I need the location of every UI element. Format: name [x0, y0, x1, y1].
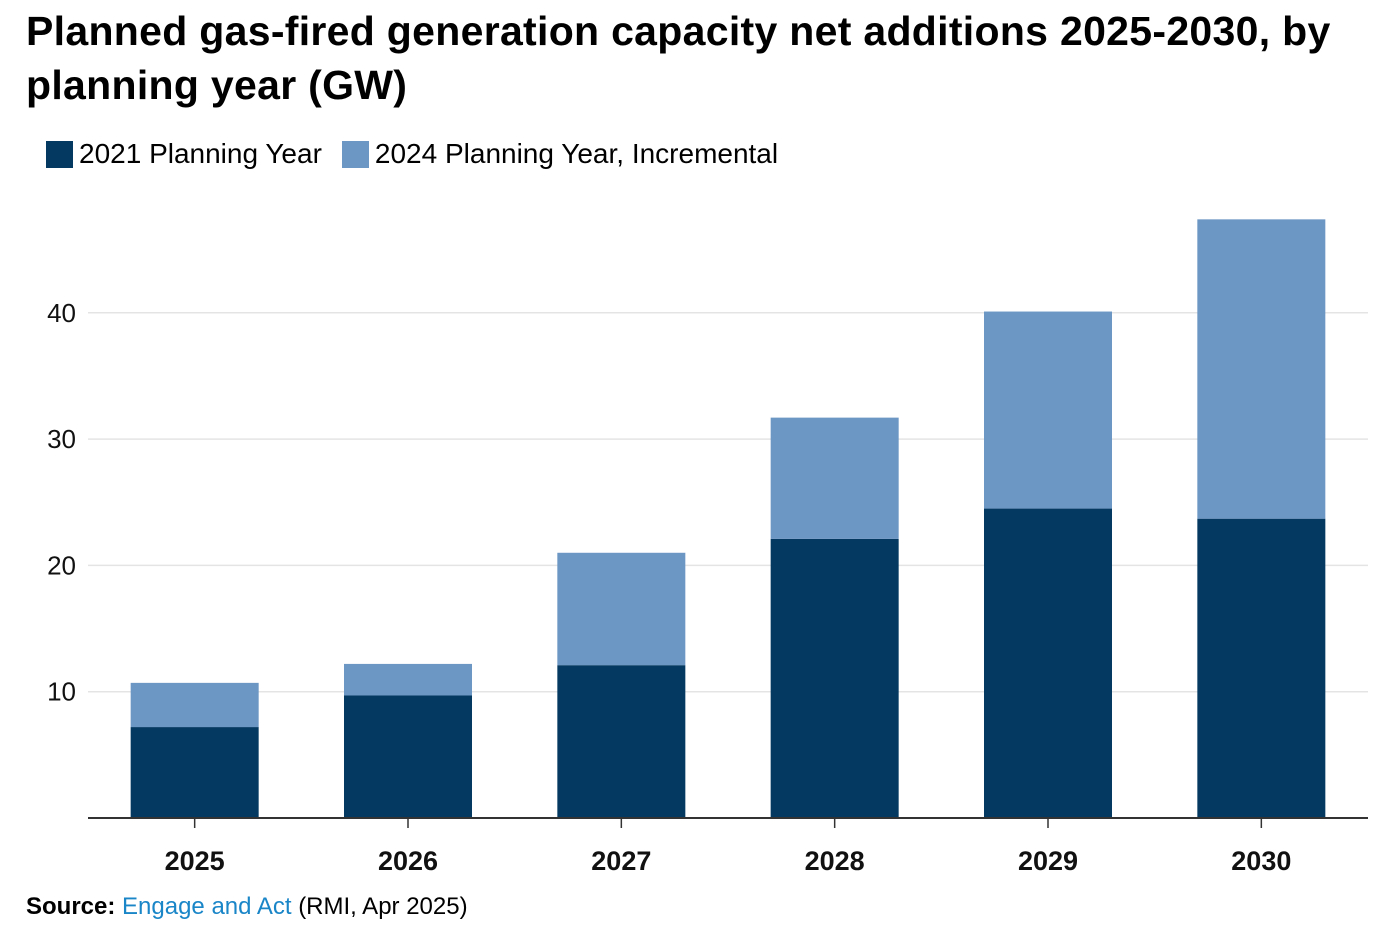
- source-text: (RMI, Apr 2025): [298, 893, 468, 920]
- source-link[interactable]: Engage and Act: [122, 893, 292, 920]
- source-note: Source: Engage and Act (RMI, Apr 2025): [26, 893, 468, 921]
- x-tick-label: 2030: [1231, 846, 1291, 876]
- bar-2024-incremental-2028: [770, 417, 899, 539]
- legend: 2021 Planning Year 2024 Planning Year, I…: [46, 138, 798, 170]
- bar-2021-2027: [557, 665, 686, 818]
- bar-2021-2030: [1197, 518, 1326, 818]
- legend-label: 2021 Planning Year: [79, 138, 322, 169]
- y-tick-label: 30: [47, 424, 76, 454]
- bar-2021-2029: [984, 508, 1112, 818]
- x-tick-label: 2026: [378, 846, 438, 876]
- legend-swatch-dark: [46, 140, 73, 168]
- x-tick-label: 2029: [1018, 846, 1078, 876]
- bar-2024-incremental-2027: [557, 552, 686, 666]
- x-tick-label: 2028: [805, 846, 865, 876]
- bar-2021-2026: [344, 695, 472, 818]
- y-tick-label: 10: [47, 677, 76, 707]
- legend-label: 2024 Planning Year, Incremental: [374, 138, 779, 169]
- chart-title: Planned gas-fired generation capacity ne…: [26, 8, 1331, 108]
- x-tick-label: 2025: [165, 846, 225, 876]
- bar-2024-incremental-2029: [984, 311, 1112, 509]
- legend-item-2021: 2021 Planning Year: [46, 138, 322, 170]
- y-tick-label: 20: [47, 550, 76, 580]
- bar-2021-2028: [770, 538, 899, 818]
- bar-2024-incremental-2030: [1197, 219, 1326, 519]
- legend-swatch-light: [341, 140, 369, 168]
- legend-item-2024: 2024 Planning Year, Incremental: [341, 138, 779, 170]
- bar-2024-incremental-2025: [130, 682, 259, 728]
- x-tick-label: 2027: [591, 846, 651, 876]
- y-tick-label: 40: [47, 298, 76, 328]
- bar-2021-2025: [130, 727, 259, 818]
- source-label: Source:: [26, 893, 116, 920]
- bar-2024-incremental-2026: [344, 663, 472, 696]
